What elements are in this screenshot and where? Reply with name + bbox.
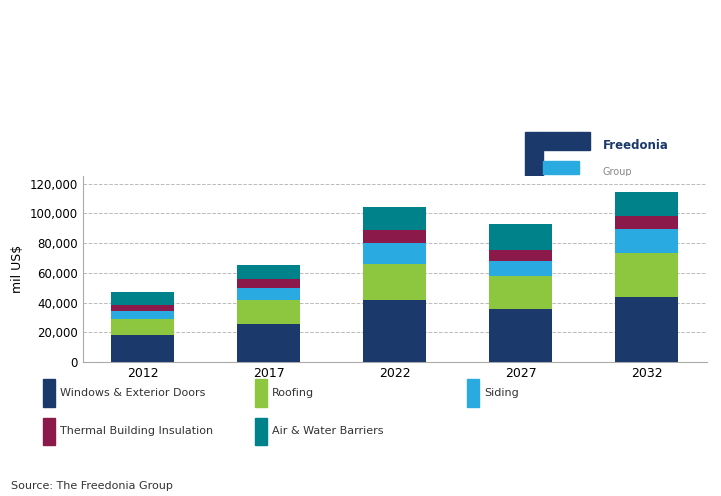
Text: Thermal Building Insulation: Thermal Building Insulation xyxy=(60,427,213,436)
Bar xyxy=(615,229,678,253)
Bar xyxy=(237,301,300,324)
Bar xyxy=(255,418,267,445)
Text: Group: Group xyxy=(603,167,632,177)
Bar xyxy=(543,132,590,150)
Text: 2012, 2017, 2022, 2027, & 2032: 2012, 2017, 2022, 2027, & 2032 xyxy=(9,70,213,83)
Bar xyxy=(111,305,174,311)
Bar xyxy=(237,288,300,300)
Bar xyxy=(237,279,300,288)
Text: Air & Water Barriers: Air & Water Barriers xyxy=(273,427,384,436)
Text: Freedonia: Freedonia xyxy=(603,139,668,152)
Bar xyxy=(543,161,580,174)
Bar xyxy=(615,297,678,362)
Bar xyxy=(363,243,426,264)
Bar xyxy=(525,132,543,186)
Text: Roofing: Roofing xyxy=(273,388,314,398)
Bar xyxy=(43,379,55,407)
Bar xyxy=(490,224,552,250)
Bar xyxy=(255,379,267,407)
Bar xyxy=(363,207,426,230)
Bar xyxy=(111,334,174,362)
Bar xyxy=(490,309,552,362)
Text: Siding: Siding xyxy=(485,388,519,398)
Bar xyxy=(615,192,678,215)
Bar xyxy=(490,261,552,276)
Bar xyxy=(490,250,552,261)
Text: Figure 3-3.: Figure 3-3. xyxy=(9,10,85,24)
Text: (million US dollars): (million US dollars) xyxy=(9,101,127,114)
Bar xyxy=(467,379,479,407)
Bar xyxy=(363,264,426,300)
Text: North America: Building Envelope Demand by Component,: North America: Building Envelope Demand … xyxy=(9,40,377,53)
Bar xyxy=(363,230,426,243)
Y-axis label: mil US$: mil US$ xyxy=(12,245,25,293)
Bar xyxy=(363,300,426,362)
Bar xyxy=(237,265,300,279)
Bar xyxy=(43,418,55,445)
Text: Windows & Exterior Doors: Windows & Exterior Doors xyxy=(60,388,205,398)
Bar xyxy=(111,311,174,319)
Bar xyxy=(615,215,678,229)
Bar xyxy=(490,276,552,309)
Bar xyxy=(111,319,174,334)
Bar xyxy=(615,253,678,297)
Text: Source: The Freedonia Group: Source: The Freedonia Group xyxy=(11,481,173,491)
Bar xyxy=(237,324,300,362)
Bar xyxy=(111,292,174,305)
